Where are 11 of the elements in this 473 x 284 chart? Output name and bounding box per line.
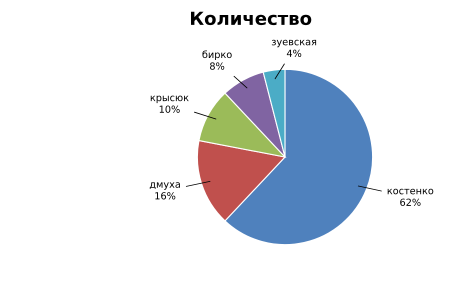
slice-label: бирко xyxy=(202,50,232,60)
data-label: 10% xyxy=(160,106,180,113)
slice-label: дмуха xyxy=(150,182,180,190)
data-label: 8% xyxy=(210,62,224,70)
slice-label: крысюк xyxy=(150,96,189,104)
chart-title: Количество xyxy=(191,12,312,26)
slice-label: костенко xyxy=(388,188,434,194)
data-label: 4% xyxy=(286,50,302,57)
data-label: 16% xyxy=(155,192,176,200)
slice-label: зуевская xyxy=(272,40,316,48)
data-label: 62% xyxy=(400,198,421,206)
